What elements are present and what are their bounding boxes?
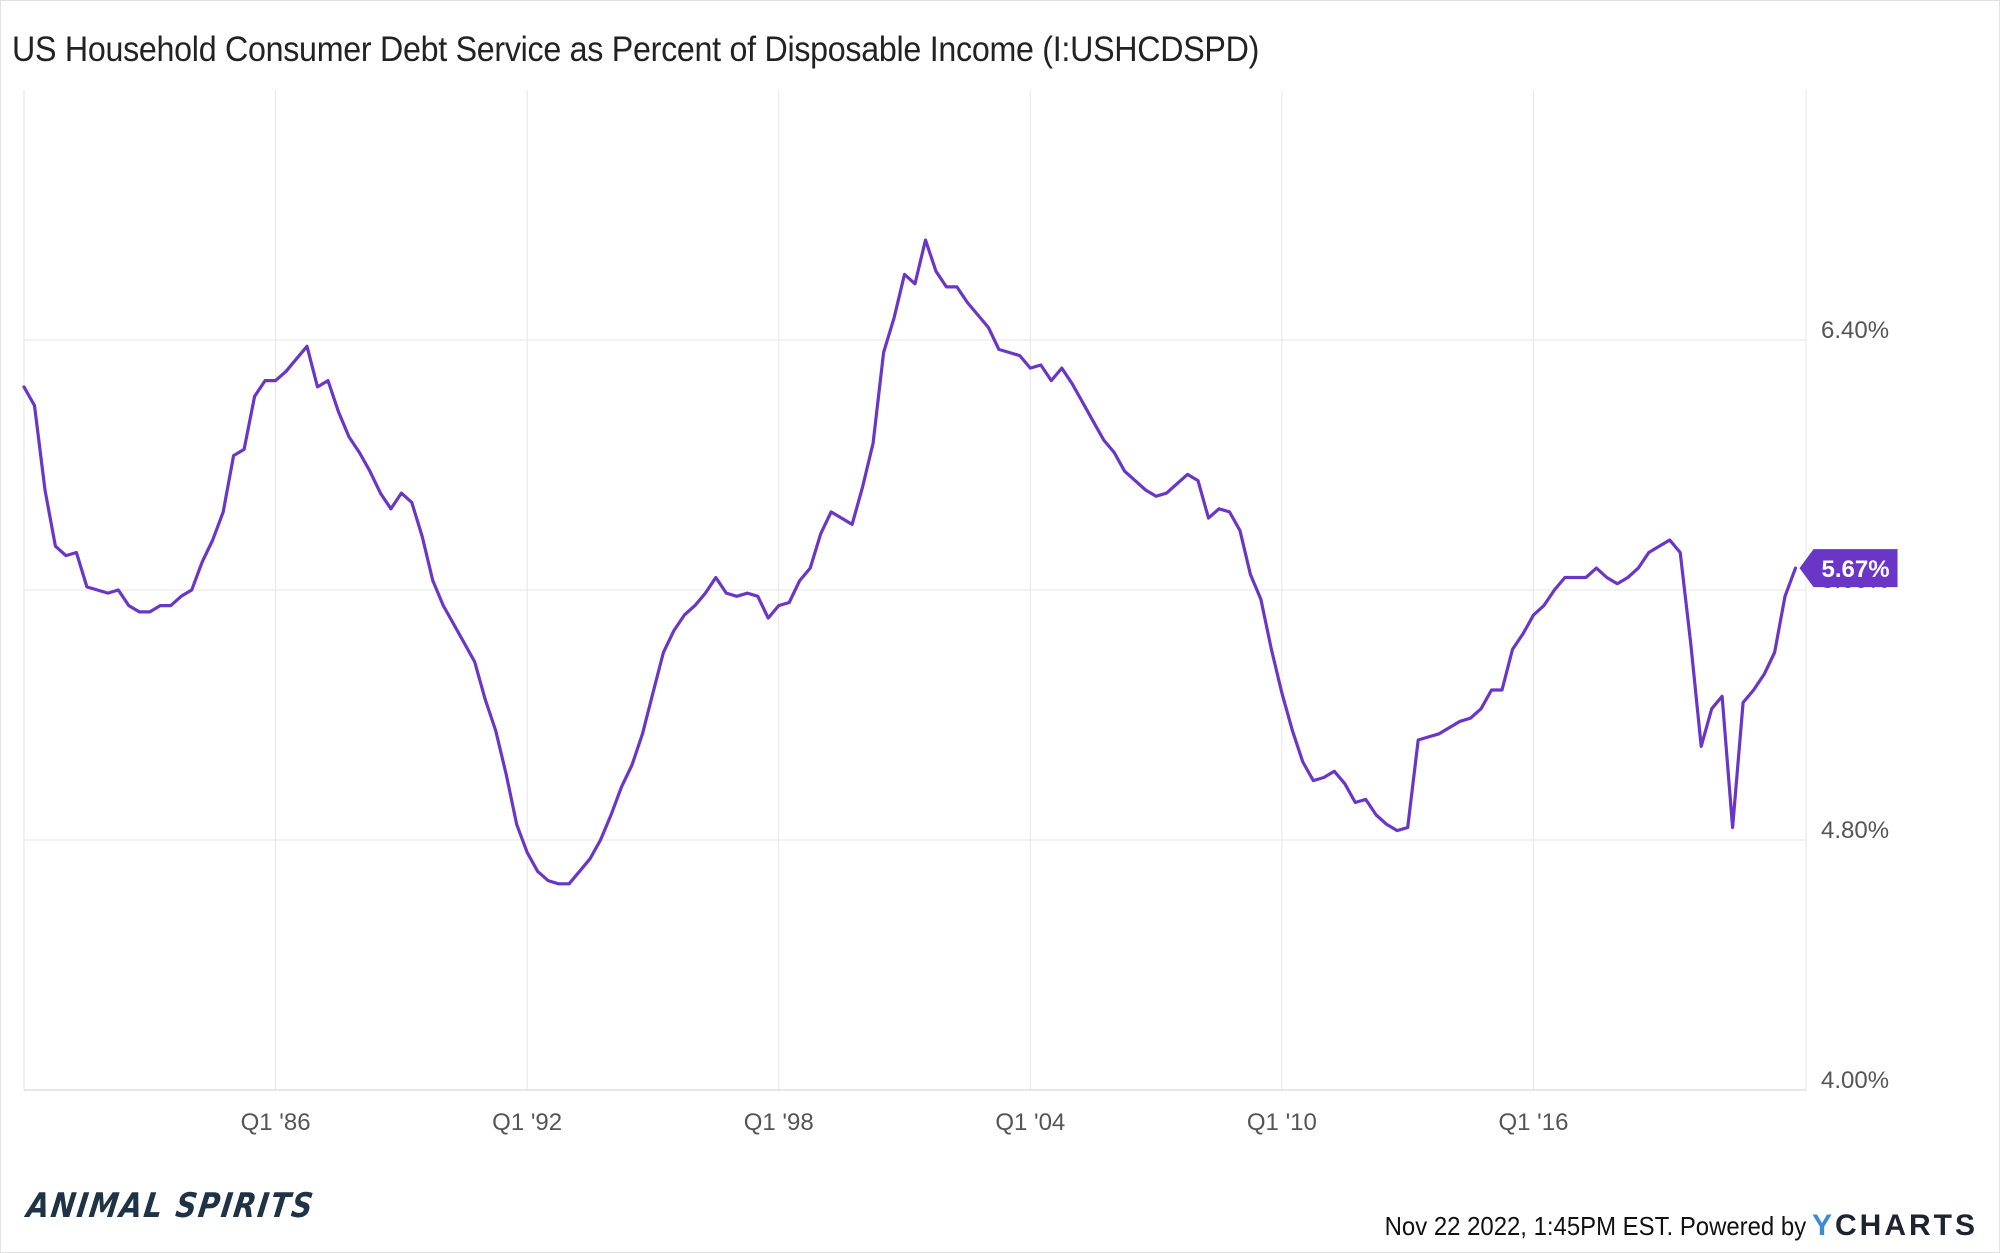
x-tick-label: Q1 '04 (995, 1109, 1065, 1136)
series-line (22, 238, 1798, 886)
timestamp-text: Nov 22 2022, 1:45PM EST. Powered by (1384, 1210, 1806, 1241)
y-tick-label: 4.00% (1821, 1067, 1889, 1094)
ycharts-logo-y: Y (1811, 1209, 1835, 1242)
ycharts-logo[interactable]: YCHARTS (1812, 1209, 1978, 1243)
series-line-layer (22, 238, 1798, 886)
x-tick-label: Q1 '86 (241, 1109, 311, 1136)
last-value-badge: 5.67% (1799, 549, 1898, 588)
last-value-label: 5.67% (1821, 556, 1889, 583)
axis-ticks: Q1 '86 Q1 '92 Q1 '98 Q1 '04 Q1 '10 Q1 '16 4.00… (241, 317, 1889, 1136)
x-tick-label: Q1 '10 (1247, 1109, 1317, 1136)
grid-lines (23, 90, 1807, 1091)
x-tick-label: Q1 '16 (1498, 1109, 1568, 1136)
x-tick-label: Q1 '92 (492, 1109, 562, 1136)
ycharts-logo-rest: CHARTS (1835, 1209, 1978, 1242)
y-tick-label: 6.40% (1821, 317, 1889, 344)
logo-text: ANIMAL SPIRITS (24, 1186, 317, 1226)
last-value-badge-shape (1799, 549, 1898, 588)
chart-title: US Household Consumer Debt Service as Pe… (12, 30, 1260, 69)
animal-spirits-logo: ANIMAL SPIRITS (24, 1186, 368, 1226)
y-tick-label: 4.80% (1821, 817, 1889, 844)
footer-attribution: Nov 22 2022, 1:45PM EST. Powered by YCHA… (1348, 1209, 1978, 1243)
x-tick-label: Q1 '98 (744, 1109, 814, 1136)
